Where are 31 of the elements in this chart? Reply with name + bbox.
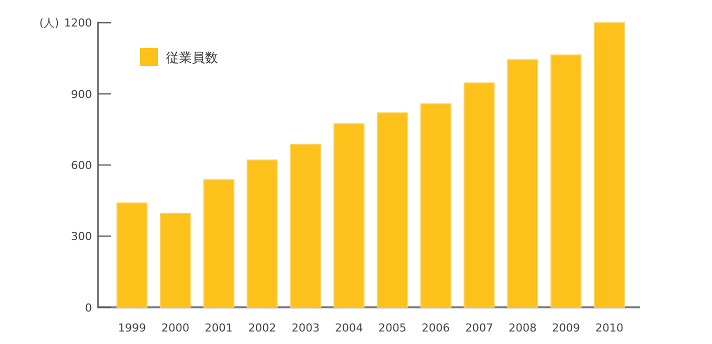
bar	[290, 144, 322, 308]
x-tick-label: 1999	[118, 321, 146, 334]
bar	[550, 54, 582, 308]
bar	[116, 202, 148, 308]
x-tick-label: 2008	[508, 321, 537, 334]
x-tick-label: 2001	[204, 321, 233, 334]
y-tick-label: 600	[71, 159, 92, 172]
bar	[594, 22, 625, 308]
y-tick-label: 1200	[64, 16, 92, 30]
y-tick-label: 300	[71, 230, 92, 244]
bar	[464, 82, 495, 308]
legend-label: 従業員数	[166, 51, 218, 66]
y-axis-title: (人)	[39, 16, 59, 30]
x-tick-label: 2000	[161, 321, 190, 334]
bar	[334, 123, 364, 308]
y-tick-label: 900	[71, 88, 92, 101]
x-tick-label: 2010	[595, 321, 624, 334]
bar	[420, 103, 452, 308]
bar	[246, 160, 278, 308]
x-tick-label: 2006	[422, 321, 450, 334]
y-tick-label: 0	[85, 301, 92, 314]
bar	[376, 112, 408, 308]
x-tick-label: 2007	[465, 321, 494, 334]
x-tick-label: 2002	[248, 321, 276, 334]
x-tick-label: 2009	[552, 321, 580, 334]
bar	[203, 179, 234, 308]
bar	[507, 59, 538, 308]
x-tick-label: 2004	[335, 321, 363, 334]
x-tick-label: 2005	[378, 321, 406, 334]
x-tick-label: 2003	[292, 321, 320, 334]
bar	[160, 212, 191, 308]
